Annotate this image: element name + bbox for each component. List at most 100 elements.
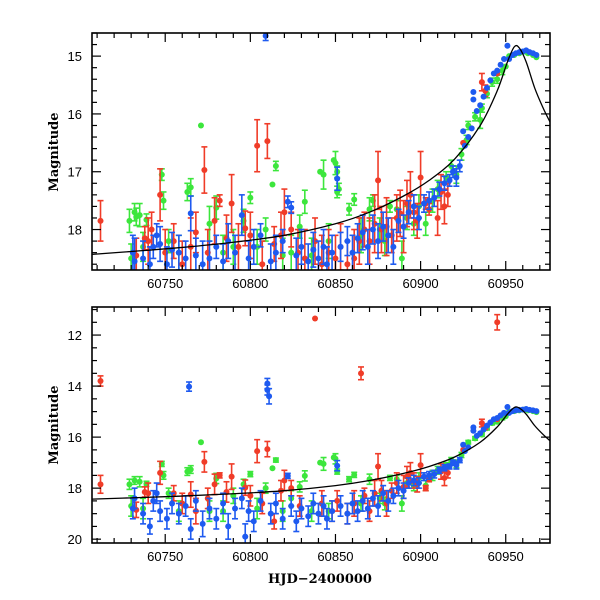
data-point-blue	[470, 88, 477, 95]
data-point-blue	[320, 494, 327, 518]
data-point-red	[216, 194, 223, 208]
data-point-red	[242, 210, 249, 247]
point-marker	[211, 217, 218, 224]
point-marker	[426, 197, 433, 204]
point-marker	[395, 485, 402, 492]
bottom-plot-area	[92, 313, 550, 543]
point-marker	[146, 523, 153, 530]
data-point-red	[312, 315, 319, 322]
data-point-blue	[364, 228, 371, 266]
data-point-blue	[232, 497, 239, 520]
point-marker	[264, 446, 271, 453]
point-marker	[206, 505, 213, 512]
point-marker	[323, 515, 330, 522]
point-marker	[460, 128, 467, 135]
point-marker	[279, 238, 286, 245]
x-tick-label: 60950	[488, 549, 524, 564]
data-point-blue	[390, 487, 397, 505]
point-marker	[410, 203, 417, 210]
point-marker	[441, 180, 448, 187]
data-point-blue	[354, 500, 361, 523]
point-marker	[484, 84, 491, 91]
data-point-blue	[395, 479, 402, 497]
point-marker	[410, 477, 417, 484]
data-point-red	[145, 482, 152, 505]
data-point-blue	[310, 231, 317, 268]
point-marker	[97, 481, 104, 488]
point-marker	[216, 197, 223, 204]
data-point-blue	[288, 494, 295, 518]
point-marker	[257, 497, 264, 504]
top-y-axis-title: Magnitude	[47, 112, 62, 191]
point-marker	[296, 483, 303, 490]
data-point-green	[301, 469, 308, 482]
data-point-blue	[426, 470, 433, 481]
data-point-red	[228, 173, 235, 234]
point-marker	[494, 76, 501, 83]
point-marker	[257, 232, 264, 239]
point-marker	[472, 113, 479, 120]
data-point-blue	[315, 502, 322, 525]
data-point-blue	[470, 424, 477, 431]
data-point-red	[494, 313, 501, 331]
point-marker	[293, 252, 300, 259]
data-point-red	[264, 440, 271, 458]
point-marker	[266, 393, 273, 400]
point-marker	[400, 223, 407, 230]
data-point-blue	[380, 211, 387, 242]
point-marker	[242, 225, 249, 232]
point-marker	[213, 243, 220, 250]
data-point-blue	[480, 426, 487, 433]
data-point-blue	[298, 497, 305, 520]
data-point-green	[320, 159, 327, 190]
point-marker	[441, 464, 448, 471]
data-point-blue	[279, 228, 286, 254]
data-point-blue	[153, 222, 160, 248]
data-point-blue	[140, 240, 147, 270]
data-point-blue	[421, 472, 428, 482]
data-point-blue	[186, 381, 193, 392]
point-marker	[298, 505, 305, 512]
data-point-blue	[192, 489, 199, 512]
data-point-blue	[431, 188, 438, 208]
data-point-blue	[293, 510, 300, 533]
y-tick-label: 16	[68, 430, 82, 445]
point-marker	[259, 261, 266, 268]
data-point-blue	[284, 472, 291, 480]
point-marker	[354, 235, 361, 242]
x-axis-title: HJD−2400000	[268, 572, 372, 587]
point-marker	[301, 198, 308, 205]
point-marker	[192, 497, 199, 504]
data-point-red	[201, 450, 208, 473]
point-marker	[380, 223, 387, 230]
data-point-red	[288, 479, 295, 497]
data-point-blue	[150, 489, 157, 512]
point-marker	[395, 217, 402, 224]
point-marker	[213, 515, 220, 522]
data-point-green	[272, 160, 279, 172]
data-point-blue	[460, 128, 467, 135]
data-point-blue	[460, 441, 467, 448]
point-marker	[301, 472, 308, 479]
point-marker	[351, 196, 358, 203]
data-point-green	[351, 192, 358, 207]
data-point-blue	[410, 194, 417, 219]
data-point-blue	[487, 77, 494, 84]
data-point-blue	[436, 466, 443, 475]
point-marker	[415, 480, 422, 487]
point-marker	[460, 441, 467, 448]
data-point-blue	[441, 463, 448, 472]
point-marker	[320, 171, 327, 178]
point-marker	[386, 203, 393, 210]
point-marker	[375, 177, 382, 184]
data-point-blue	[446, 173, 453, 187]
point-marker	[267, 510, 274, 517]
point-marker	[375, 463, 382, 470]
data-point-red	[264, 122, 271, 160]
point-marker	[344, 261, 351, 268]
series-blue	[129, 33, 540, 270]
data-point-blue	[501, 409, 508, 416]
point-marker	[247, 232, 254, 239]
bottom-plot-frame	[91, 306, 551, 544]
point-marker	[293, 518, 300, 525]
